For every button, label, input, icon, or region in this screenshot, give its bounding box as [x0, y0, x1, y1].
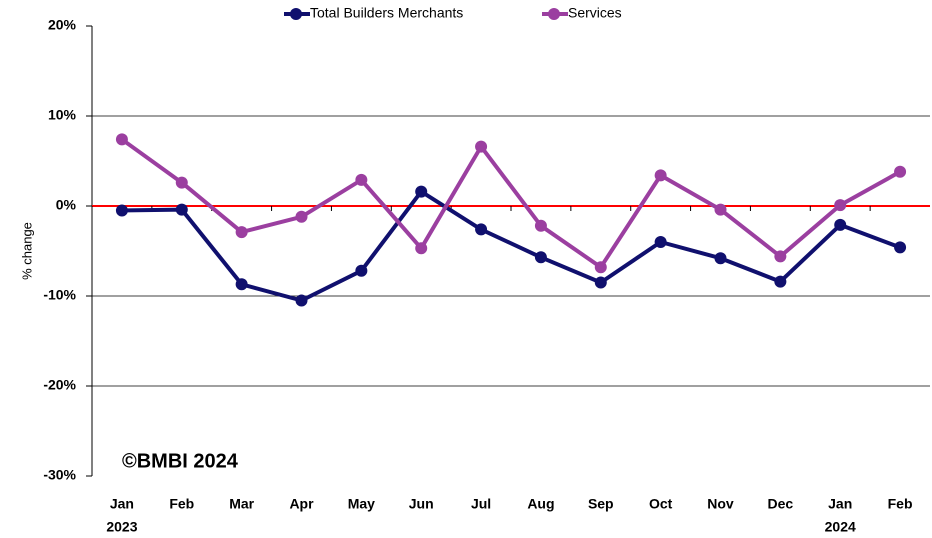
x-tick-label: Apr: [289, 496, 314, 512]
x-tick-label: Jan: [110, 496, 134, 512]
y-tick-label: 10%: [48, 107, 77, 123]
point: [894, 165, 907, 178]
x-tick-label: Jul: [471, 496, 491, 512]
x-tick-label: Aug: [527, 496, 554, 512]
point: [235, 278, 248, 291]
point: [714, 252, 727, 265]
point: [654, 169, 667, 182]
series-line: [120, 137, 902, 270]
point: [654, 236, 667, 248]
x-tick-label: Sep: [588, 496, 614, 512]
x-year-label: 2023: [106, 519, 137, 535]
point: [235, 226, 248, 239]
point: [115, 133, 128, 146]
y-tick-label: -30%: [43, 467, 76, 483]
point: [415, 185, 428, 198]
point: [534, 251, 547, 264]
x-tick-label: Feb: [169, 496, 194, 512]
series-line: [121, 189, 901, 303]
point: [774, 250, 787, 263]
point: [714, 203, 727, 216]
x-tick-label: Jan: [828, 496, 852, 512]
point: [475, 140, 488, 153]
x-tick-label: Oct: [649, 496, 673, 512]
x-tick-label: Nov: [707, 496, 734, 512]
point: [834, 199, 847, 212]
x-tick-label: Mar: [229, 496, 254, 512]
x-tick-label: Jun: [409, 496, 434, 512]
x-year-label: 2024: [825, 519, 856, 535]
point: [534, 219, 547, 232]
point: [894, 241, 907, 254]
point: [115, 204, 128, 217]
y-tick-label: -10%: [43, 287, 76, 303]
legend-label: Services: [568, 5, 622, 21]
y-tick-label: 0%: [56, 197, 77, 213]
legend-marker: [290, 8, 302, 20]
y-axis-label: % change: [19, 222, 34, 280]
y-tick-label: 20%: [48, 17, 77, 33]
point: [175, 176, 188, 189]
point: [594, 276, 607, 289]
point: [355, 264, 368, 277]
point: [774, 275, 787, 288]
point: [175, 203, 188, 216]
point: [295, 294, 308, 307]
legend-label: Total Builders Merchants: [310, 5, 463, 21]
point: [834, 218, 847, 231]
point: [415, 242, 428, 255]
x-tick-label: Feb: [888, 496, 913, 512]
x-tick-label: May: [348, 496, 375, 512]
y-tick-label: -20%: [43, 377, 76, 393]
legend-marker: [548, 8, 560, 20]
annotation: ©BMBI 2024: [122, 450, 239, 472]
point: [355, 173, 368, 186]
point: [475, 223, 488, 236]
point: [295, 210, 308, 223]
x-tick-label: Dec: [768, 496, 794, 512]
point: [594, 261, 607, 274]
